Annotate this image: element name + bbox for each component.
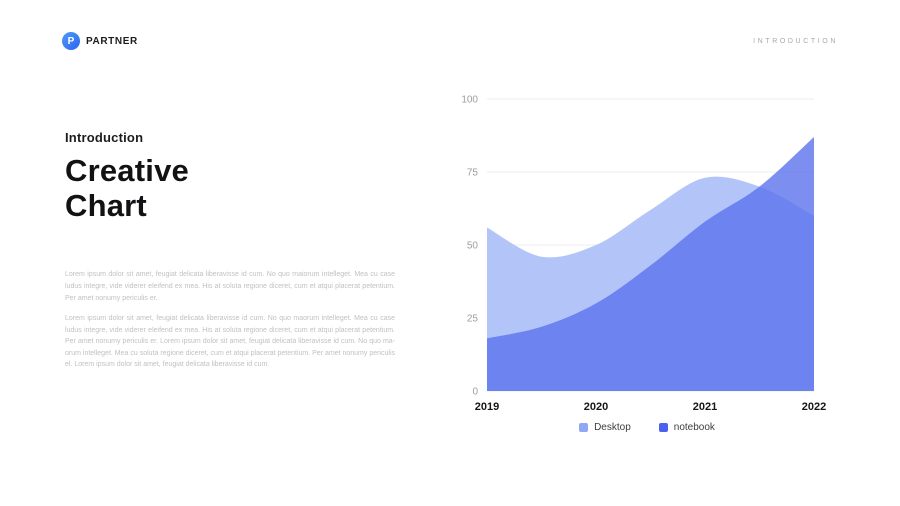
partner-logo-icon: P	[62, 32, 80, 50]
y-tick-label: 0	[472, 387, 478, 398]
x-tick-label: 2021	[693, 401, 717, 413]
page-title: Creative Chart	[65, 153, 189, 223]
legend-label: notebook	[673, 422, 715, 433]
legend-swatch	[579, 423, 589, 432]
chart-legend: Desktop notebook	[452, 422, 842, 433]
section-label: INTRODUCTION	[753, 38, 838, 45]
body-paragraph-1: Lorem ipsum dolor sit amet, feugiat deli…	[65, 271, 395, 302]
x-tick-label: 2019	[475, 401, 499, 413]
y-tick-label: 100	[461, 95, 478, 106]
area-chart: 0 25 50 75 100 2019 2020 2021 2022 Desktop noteb…	[452, 86, 842, 434]
y-tick-label: 25	[467, 314, 479, 325]
text-column: Introduction Creative Chart Lorem ipsum …	[65, 130, 395, 380]
area-series-notebook	[487, 137, 814, 391]
legend-label: Desktop	[594, 422, 631, 433]
legend-item-notebook: notebook	[658, 422, 715, 433]
body-paragraph-2: Lorem ipsum dolor sit amet, feugiat deli…	[65, 315, 395, 369]
y-tick-label: 75	[467, 168, 479, 179]
brand-logo: P PARTNER	[62, 32, 138, 50]
area-chart-svg: 0 25 50 75 100 2019 2020 2021 2022	[461, 95, 826, 414]
legend-swatch	[658, 423, 668, 432]
x-tick-label: 2022	[802, 401, 826, 413]
brand-name: PARTNER	[86, 35, 138, 47]
legend-item-desktop: Desktop	[579, 422, 631, 433]
kicker: Introduction	[65, 130, 144, 145]
x-tick-label: 2020	[584, 401, 608, 413]
y-tick-label: 50	[467, 241, 479, 252]
